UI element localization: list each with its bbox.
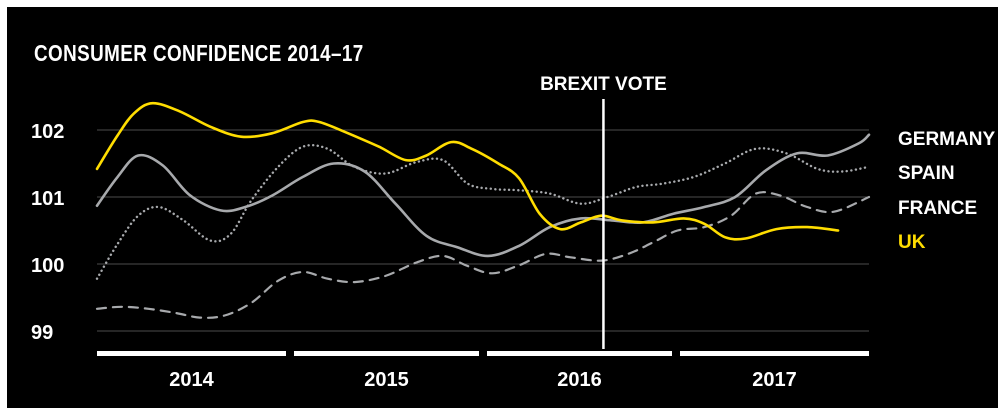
y-tick-label: 101 bbox=[31, 188, 64, 210]
y-tick-label: 102 bbox=[31, 121, 64, 143]
legend-label-germany: GERMANY bbox=[898, 129, 995, 150]
chart-panel: CONSUMER CONFIDENCE 2014–17 99 100 101 102 … bbox=[7, 7, 998, 408]
series-line-france bbox=[95, 191, 871, 319]
y-tick-label: 100 bbox=[31, 255, 64, 277]
brexit-vote-label: BREXIT VOTE bbox=[540, 74, 667, 95]
x-tick-label: 2015 bbox=[364, 369, 409, 391]
legend-label-spain: SPAIN bbox=[898, 163, 955, 184]
y-tick-label: 99 bbox=[31, 322, 53, 344]
x-tick-label: 2017 bbox=[752, 369, 797, 391]
legend-label-uk: UK bbox=[898, 232, 926, 253]
x-axis-bar-2017 bbox=[680, 351, 869, 356]
series-line-spain bbox=[95, 143, 871, 280]
x-axis-bar-2014 bbox=[97, 351, 286, 356]
legend-label-france: FRANCE bbox=[898, 198, 977, 219]
x-tick-label: 2014 bbox=[169, 369, 214, 391]
x-axis-bar-2016 bbox=[487, 351, 672, 356]
series-line-uk bbox=[95, 101, 840, 241]
x-axis: 2014 2015 2016 2017 bbox=[97, 351, 869, 391]
brexit-annotation: BREXIT VOTE bbox=[540, 74, 667, 349]
line-chart: 99 100 101 102 BREXIT VOTE GERMANY SPAIN FRAN… bbox=[31, 74, 995, 391]
series-lines bbox=[95, 101, 871, 319]
chart-title: CONSUMER CONFIDENCE 2014–17 bbox=[34, 40, 364, 66]
x-tick-label: 2016 bbox=[557, 369, 602, 391]
x-axis-bar-2015 bbox=[294, 351, 479, 356]
legend: GERMANY SPAIN FRANCE UK bbox=[898, 129, 995, 253]
gridlines bbox=[97, 129, 869, 332]
y-axis-ticks: 99 100 101 102 bbox=[31, 121, 64, 344]
series-line-germany bbox=[95, 133, 871, 258]
